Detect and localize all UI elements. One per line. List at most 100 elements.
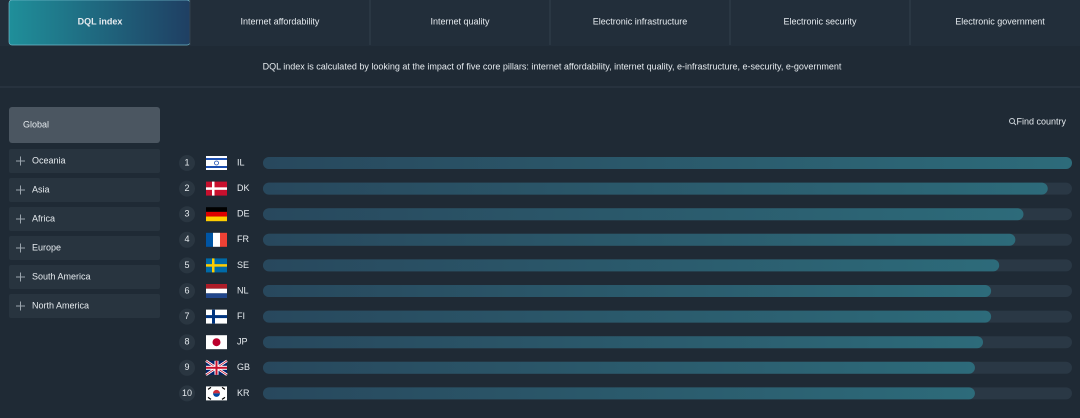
rank-number: 3 [184,209,189,219]
region-label: Africa [32,213,55,223]
flag-part [206,293,227,298]
plus-icon [16,214,25,224]
plus-icon [16,156,25,166]
country-code: DK [237,183,250,193]
region-label: South America [32,271,91,281]
global-label: Global [23,119,49,129]
plus-icon [16,301,25,311]
rank-badge [179,257,195,274]
country-code: IL [237,157,245,167]
description: DQL index is calculated by looking at th… [263,61,842,71]
global-button[interactable] [9,107,160,143]
tab-label: Internet quality [430,16,490,26]
rank-badge [179,308,195,325]
flag-part [213,232,220,247]
flag [206,335,227,350]
country-code: FI [237,311,245,321]
search-icon [1013,122,1017,126]
rank-badge [179,283,195,299]
flag-part [206,216,227,222]
search[interactable]: Find country [1009,116,1067,126]
rank-badge [179,180,195,197]
flag-part [212,338,221,347]
bar [263,157,1072,169]
flag-part [206,158,227,160]
flag-part [206,166,227,168]
flag [206,181,227,196]
rank-number: 6 [184,285,189,295]
region-item[interactable] [9,265,160,289]
rank-number: 7 [184,311,189,321]
search-label: Find country [1016,116,1066,126]
flag-part [206,366,227,369]
country-code: JP [237,337,248,347]
region-label: Asia [32,184,50,194]
region-label: Europe [32,242,61,252]
flag-part [220,232,227,247]
flag [206,258,227,273]
flag-part [213,393,220,397]
flag-part [206,288,227,294]
rank-badge [179,334,195,351]
region-item[interactable] [9,178,160,202]
flag [206,386,227,401]
tab-label: DQL index [78,16,123,26]
flag [206,232,227,247]
flag-part [206,232,213,247]
tab-label: Electronic infrastructure [593,16,688,26]
bar [263,336,984,349]
plus-icon [16,272,25,282]
region-item[interactable] [9,294,160,318]
rank-badge [179,155,195,171]
flag-part [206,264,227,267]
country-code: SE [237,260,249,270]
country-code: NL [237,285,249,295]
flag-part [206,284,227,289]
rank-number: 8 [184,337,189,347]
country-code: KR [237,388,250,398]
rank-number: 4 [184,234,189,244]
region-label: North America [32,300,89,310]
plus-icon [16,185,25,195]
flag-part [214,160,219,166]
flag-part [207,386,226,400]
bar [263,208,1024,221]
rank-number: 2 [184,183,189,193]
region-item[interactable] [9,207,160,231]
tab-label: Internet affordability [241,16,320,26]
search-icon [1009,118,1015,124]
country-code: DE [237,209,250,219]
bar [263,233,1016,246]
rank-badge [179,231,195,248]
flag [206,156,227,170]
region-label: Oceania [32,155,66,165]
plus-icon [16,243,25,253]
flag [206,284,227,298]
bar [263,259,1000,272]
flag-part [206,211,227,217]
rank-number: 5 [184,260,189,270]
country-code: FR [237,234,249,244]
flag-part [206,315,227,319]
rank-number: 10 [182,388,192,398]
flag-part [206,187,227,190]
region-item[interactable] [9,149,160,173]
tab-label: Electronic government [955,16,1045,26]
bar [263,387,975,400]
bar [263,361,975,374]
flag [206,309,227,324]
rank-badge [179,206,195,223]
flag [205,359,228,376]
rank-number: 9 [184,362,189,372]
flag-part [206,207,227,212]
bar [263,310,992,323]
rank-badge [179,385,195,402]
region-item[interactable] [9,236,160,260]
bar [263,285,992,297]
bar [263,182,1048,195]
flag [206,207,227,222]
rank-badge [179,359,195,376]
rank-number: 1 [184,157,189,167]
tab-label: Electronic security [783,16,857,26]
